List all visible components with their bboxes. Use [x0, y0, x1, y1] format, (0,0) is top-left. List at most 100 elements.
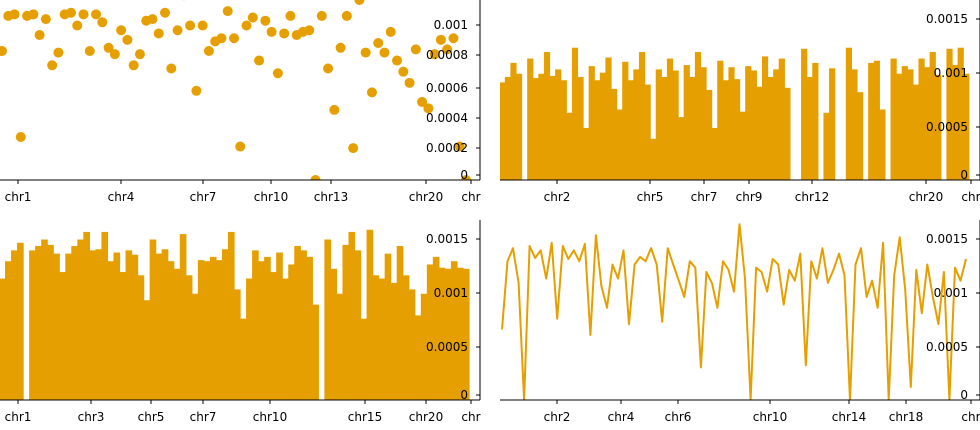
bar — [191, 293, 199, 400]
x-tick-label: chr — [461, 410, 480, 424]
x-tick-label: chr7 — [190, 190, 217, 204]
data-point — [398, 66, 409, 77]
data-point — [385, 26, 396, 37]
bar — [101, 231, 109, 400]
data-point — [166, 63, 177, 74]
bar — [77, 239, 84, 400]
bar — [107, 261, 115, 400]
area-segment — [728, 67, 735, 180]
data-point — [417, 96, 428, 107]
bar — [53, 253, 60, 400]
x-tick-label: chr7 — [691, 190, 718, 204]
data-point — [310, 175, 321, 180]
x-tick-label: chr4 — [108, 190, 135, 204]
bar — [215, 260, 223, 400]
x-tick-label: chr — [461, 190, 480, 204]
data-point — [160, 7, 171, 18]
data-point — [435, 34, 446, 45]
area-segment — [734, 79, 741, 180]
bar — [300, 250, 307, 400]
data-point — [53, 47, 64, 58]
x-tick-label: chr10 — [254, 190, 288, 204]
bar — [330, 268, 338, 400]
bar — [264, 256, 271, 400]
data-point — [360, 47, 371, 58]
data-point — [78, 9, 89, 20]
area-segment — [907, 69, 914, 180]
data-point — [247, 12, 258, 23]
bar — [0, 278, 6, 400]
bar — [270, 272, 277, 400]
data-point — [241, 20, 252, 31]
data-point — [197, 20, 208, 31]
bar — [65, 253, 72, 400]
bar — [462, 268, 470, 400]
data-point — [266, 26, 277, 37]
panel-1: chr1 chr4 chr7 chr10 chr13 chr20 chr 0.001 0.000… — [0, 0, 481, 204]
data-point — [341, 10, 352, 21]
x-tick-label: chr5 — [138, 410, 165, 424]
bar — [197, 260, 205, 400]
bar — [35, 246, 42, 400]
x-tick-label: chr7 — [190, 410, 217, 424]
area-segment — [868, 62, 875, 180]
bar — [5, 261, 12, 400]
area-segment — [594, 80, 601, 180]
data-point — [461, 175, 471, 180]
area-segment — [722, 80, 730, 180]
bar — [396, 246, 404, 400]
bar — [221, 249, 229, 400]
area-segment — [532, 78, 539, 180]
data-point — [40, 14, 51, 25]
area-segment — [739, 111, 746, 180]
area-segment — [829, 68, 836, 180]
bar — [306, 256, 313, 400]
data-point — [203, 45, 214, 56]
data-point — [128, 60, 139, 71]
bar — [179, 234, 187, 400]
panel-2: chr2 chr5 chr7 chr9 chr12 chr20 chr 0.0015 0.001… — [500, 0, 980, 204]
y-tick-label: 0.0005 — [926, 120, 968, 134]
bar — [149, 239, 157, 400]
data-point — [72, 20, 83, 31]
data-point — [454, 141, 465, 152]
bar — [71, 246, 78, 400]
y-tick-label: 0.0005 — [926, 340, 968, 354]
area-segment — [750, 70, 757, 180]
area-segment — [823, 112, 830, 180]
bar — [324, 239, 332, 400]
bar — [402, 275, 410, 400]
bar — [209, 256, 217, 400]
area-segment — [935, 74, 942, 180]
data-point — [348, 143, 359, 154]
data-point — [9, 9, 20, 20]
data-point — [329, 104, 340, 115]
bar — [161, 249, 169, 400]
area-segment — [767, 76, 774, 180]
bar — [131, 254, 139, 400]
data-point — [0, 45, 7, 56]
area-segment — [761, 56, 769, 180]
area-segment — [500, 82, 506, 180]
bar — [143, 300, 151, 400]
area-segment — [952, 65, 959, 180]
y-tick-label: 0.001 — [934, 66, 968, 80]
data-point — [65, 7, 76, 18]
area-segment — [773, 69, 780, 180]
area-segment — [924, 67, 931, 180]
data-point — [47, 60, 58, 71]
area-segment — [896, 73, 903, 180]
area-segment — [957, 47, 964, 180]
series-line — [501, 223, 967, 400]
y-tick-label: 0.0004 — [426, 111, 468, 125]
area-segment — [515, 73, 523, 180]
bar — [203, 261, 211, 400]
bar — [432, 256, 440, 400]
y-tick-label: 0.0008 — [426, 48, 468, 62]
panel-3: chr1 chr3 chr5 chr7 chr10 chr15 chr20 chr 0.0015… — [0, 220, 481, 424]
data-point — [366, 87, 377, 98]
y-tick-label: 0.0015 — [926, 12, 968, 26]
area-segment — [510, 62, 517, 180]
bar — [438, 267, 446, 400]
